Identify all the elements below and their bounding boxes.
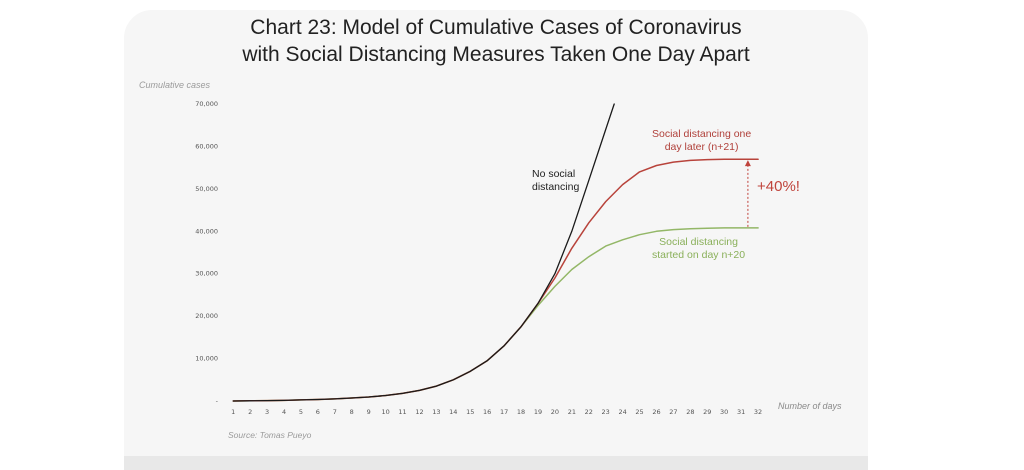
- x-tick-label: 21: [568, 408, 576, 416]
- x-tick-label: 26: [652, 408, 660, 416]
- x-tick-label: 24: [618, 408, 626, 416]
- series-line-later-distancing: [232, 158, 759, 402]
- earlier-distancing-annotation-line-1: Social distancing: [659, 236, 738, 248]
- earlier-distancing-annotation-line-2: started on day n+20: [652, 249, 746, 261]
- chart-card: [124, 10, 868, 470]
- x-tick-label: 32: [754, 408, 762, 416]
- x-tick-label: 18: [517, 408, 525, 416]
- x-tick-label: 7: [333, 408, 337, 416]
- x-tick-label: 9: [367, 408, 371, 416]
- chart-title-line-2: with Social Distancing Measures Taken On…: [242, 43, 750, 66]
- y-tick-label: -: [216, 397, 219, 405]
- x-tick-label: 5: [299, 408, 303, 416]
- x-tick-label: 16: [483, 408, 491, 416]
- no-distancing-annotation: No social distancing: [532, 168, 579, 194]
- x-tick-label: 11: [398, 408, 406, 416]
- x-tick-label: 23: [602, 408, 610, 416]
- x-tick-label: 29: [703, 408, 711, 416]
- x-tick-label: 27: [669, 408, 677, 416]
- series-line-earlier-distancing: [232, 227, 759, 402]
- x-tick-label: 6: [316, 408, 320, 416]
- x-tick-label: 1: [231, 408, 235, 416]
- x-tick-label: 13: [432, 408, 440, 416]
- x-tick-label: 28: [686, 408, 694, 416]
- no-distancing-annotation-line-1: No social: [532, 168, 576, 180]
- x-tick-label: 20: [551, 408, 559, 416]
- x-tick-label: 25: [635, 408, 643, 416]
- no-distancing-annotation-line-2: distancing: [532, 181, 580, 193]
- y-tick-label: 60,000: [195, 142, 218, 150]
- x-tick-label: 15: [466, 408, 474, 416]
- later-distancing-annotation: Social distancing one day later (n+21): [652, 128, 751, 154]
- chart-title-line-1: Chart 23: Model of Cumulative Cases of C…: [250, 16, 742, 39]
- increase-arrow-head: [744, 160, 751, 167]
- y-tick-label: 10,000: [195, 355, 218, 363]
- source-note: Source: Tomas Pueyo: [228, 430, 312, 440]
- later-distancing-annotation-line-2: day later (n+21): [664, 141, 739, 153]
- y-axis-label: Cumulative cases: [139, 80, 211, 90]
- y-tick-label: 20,000: [195, 312, 218, 320]
- x-axis-label: Number of days: [778, 401, 842, 411]
- y-tick-label: 40,000: [195, 227, 218, 235]
- x-tick-label: 30: [720, 408, 728, 416]
- later-distancing-annotation-line-1: Social distancing one: [652, 128, 752, 140]
- x-tick-label: 22: [585, 408, 593, 416]
- earlier-distancing-annotation: Social distancing started on day n+20: [652, 236, 745, 262]
- x-tick-label: 8: [350, 408, 354, 416]
- x-tick-label: 14: [449, 408, 457, 416]
- x-tick-label: 3: [265, 408, 269, 416]
- increase-label: +40%!: [757, 178, 800, 195]
- x-tick-label: 10: [381, 408, 389, 416]
- x-tick-label: 17: [500, 408, 508, 416]
- y-tick-label: 30,000: [195, 270, 218, 278]
- x-tick-label: 19: [534, 408, 542, 416]
- chart-title: Chart 23: Model of Cumulative Cases of C…: [124, 14, 868, 68]
- x-tick-label: 4: [282, 408, 286, 416]
- y-tick-label: 70,000: [195, 100, 218, 108]
- series-line-no-distancing: [232, 103, 615, 402]
- x-tick-label: 31: [737, 408, 745, 416]
- x-tick-label: 12: [415, 408, 423, 416]
- card-bottom-strip: [124, 456, 868, 470]
- y-tick-label: 50,000: [195, 185, 218, 193]
- x-tick-label: 2: [248, 408, 252, 416]
